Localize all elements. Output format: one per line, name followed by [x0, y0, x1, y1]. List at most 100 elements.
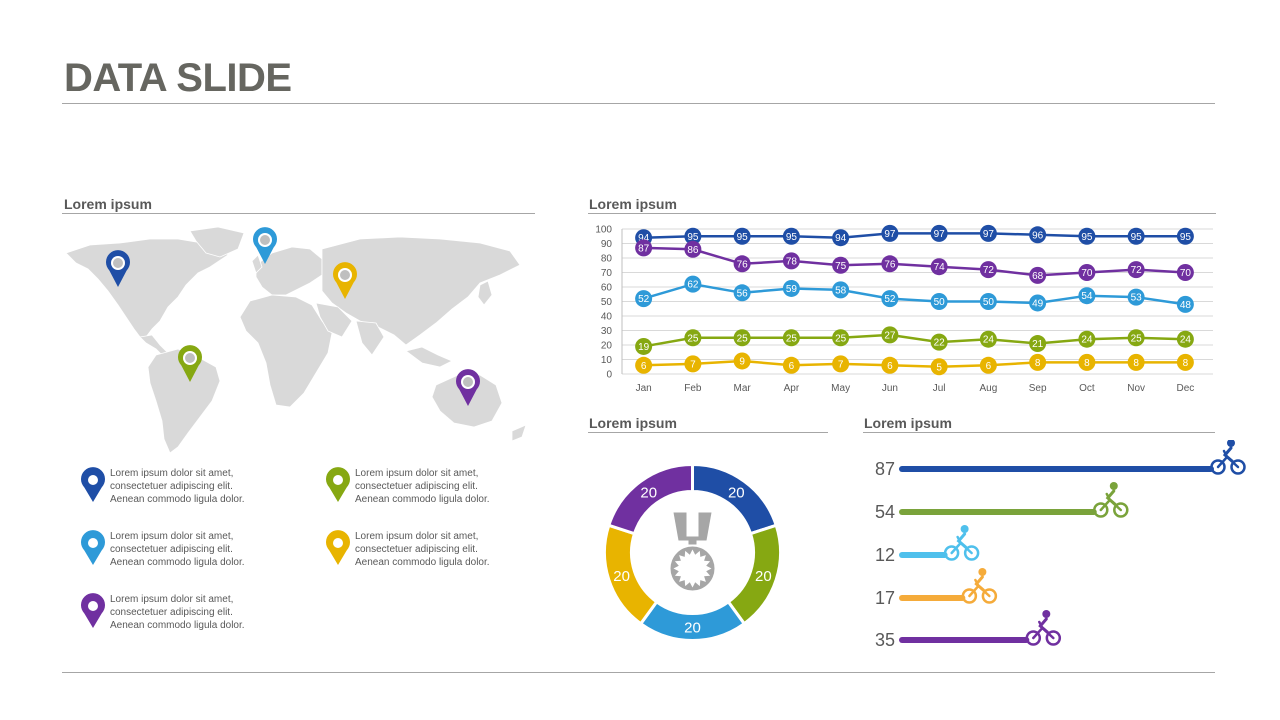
x-tick-label: Jun [882, 383, 898, 394]
data-label: 25 [786, 333, 798, 344]
data-point [1176, 264, 1194, 281]
data-point [1029, 294, 1047, 312]
data-point [1078, 287, 1096, 305]
map-section-title: Lorem ipsum [64, 196, 152, 212]
data-label: 76 [884, 259, 896, 270]
bar-chart-divider [863, 432, 1215, 433]
data-label: 95 [1180, 232, 1192, 243]
line-series: 94 95 95 95 94 97 97 97 96 95 95 95 [635, 224, 1194, 247]
data-label: 6 [887, 361, 893, 372]
slice-label: 20 [613, 568, 630, 585]
bar-value-label: 17 [875, 588, 895, 608]
slide-title: DATA SLIDE [64, 56, 292, 100]
data-point [1127, 288, 1145, 306]
data-label: 48 [1180, 300, 1192, 311]
map-pins [106, 227, 480, 406]
europe-shape [255, 246, 323, 296]
data-point [684, 227, 702, 245]
data-point [832, 355, 850, 373]
x-tick-label: Aug [979, 383, 997, 394]
data-label: 27 [884, 330, 896, 341]
legend-text: Lorem ipsum dolor sit amet, consectetuer… [355, 468, 490, 505]
line-series: 6 7 9 6 7 6 5 6 8 8 8 8 [635, 352, 1194, 376]
map-pin-asia-icon [333, 262, 357, 299]
map-pin-australia-icon [456, 369, 480, 406]
x-tick-label: Apr [784, 383, 800, 394]
uk-shape [251, 254, 263, 274]
data-label: 70 [1081, 268, 1093, 279]
world-map-land [65, 226, 527, 454]
data-point [832, 256, 850, 274]
data-point [635, 290, 653, 308]
arabia-shape [315, 302, 353, 338]
slice-label: 20 [640, 485, 657, 502]
bicycle-icon [1025, 610, 1062, 646]
data-label: 62 [687, 280, 699, 291]
data-label: 8 [1183, 358, 1189, 369]
data-point [1127, 261, 1145, 279]
y-tick-label: 50 [601, 297, 613, 308]
data-point [684, 355, 702, 373]
data-label: 25 [737, 333, 749, 344]
data-label: 76 [737, 259, 749, 270]
line-chart-divider [588, 213, 1216, 214]
data-point [684, 240, 702, 258]
x-tick-label: Feb [684, 383, 702, 394]
data-point [881, 326, 899, 344]
data-label: 6 [641, 361, 647, 372]
world-map [65, 226, 527, 454]
data-point [930, 293, 948, 310]
data-label: 25 [687, 333, 699, 344]
data-label: 21 [1032, 339, 1044, 350]
data-label: 24 [983, 335, 995, 346]
location-pin-icon [326, 467, 350, 502]
data-label: 58 [835, 285, 847, 296]
y-tick-label: 60 [601, 283, 613, 294]
data-label: 74 [934, 262, 946, 273]
data-point [832, 329, 850, 347]
data-label: 75 [835, 261, 847, 272]
map-pin-north-america-icon [106, 250, 130, 287]
data-point [1127, 227, 1145, 245]
data-point [881, 290, 899, 308]
location-pin-icon [326, 530, 350, 565]
data-label: 25 [1131, 333, 1143, 344]
data-label: 50 [983, 297, 995, 308]
bar-value-label: 87 [875, 459, 895, 479]
data-label: 94 [835, 233, 847, 244]
data-point [881, 255, 899, 273]
data-point [979, 293, 997, 310]
slice-label: 20 [684, 620, 701, 637]
data-point [979, 261, 997, 279]
data-label: 52 [638, 294, 650, 305]
data-label: 72 [983, 265, 995, 276]
map-pin-europe-north-icon [252, 227, 277, 264]
y-tick-label: 90 [601, 239, 613, 250]
bicycle-icon [943, 525, 980, 561]
japan-shape [477, 280, 493, 306]
y-tick-label: 0 [606, 370, 612, 381]
bicycle-icon [961, 568, 998, 604]
data-label: 97 [934, 229, 946, 240]
data-point [1078, 264, 1096, 281]
bar-chart-title: Lorem ipsum [864, 415, 952, 431]
data-label: 50 [934, 297, 946, 308]
data-label: 97 [983, 229, 995, 240]
x-tick-label: Nov [1127, 383, 1145, 394]
data-label: 24 [1180, 335, 1192, 346]
data-label: 9 [739, 356, 745, 367]
bar-row: 35 [875, 610, 1062, 650]
data-point [930, 224, 948, 242]
donut-chart-divider [588, 432, 828, 433]
data-label: 6 [789, 361, 795, 372]
data-point [979, 224, 997, 242]
greenland-shape [189, 226, 245, 258]
y-tick-label: 20 [601, 341, 613, 352]
data-point [930, 358, 948, 376]
data-label: 97 [884, 229, 896, 240]
x-tick-label: Jan [636, 383, 652, 394]
data-point [782, 227, 800, 245]
legend-text: Lorem ipsum dolor sit amet, consectetuer… [355, 531, 490, 568]
data-label: 95 [1131, 232, 1143, 243]
x-tick-label: Oct [1079, 383, 1095, 394]
